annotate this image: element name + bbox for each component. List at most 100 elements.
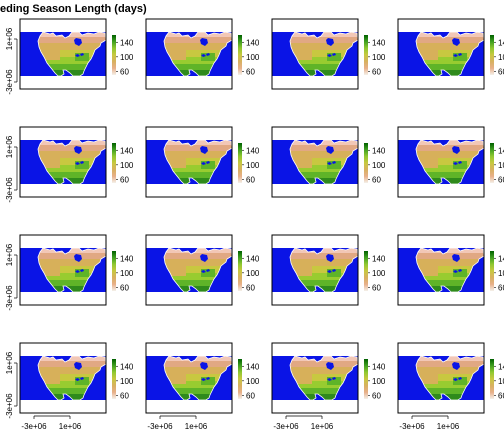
legend-colorbar (112, 359, 116, 399)
legend-tick-label: 100 (246, 377, 260, 386)
season-band (416, 140, 484, 145)
season-band (416, 259, 484, 266)
season-band (38, 32, 106, 37)
continent-raster (290, 140, 358, 184)
season-band (290, 32, 358, 37)
legend-tick-label: 60 (372, 391, 381, 400)
plot-frame (145, 234, 233, 306)
map-panel-6: 60 100 140 (145, 126, 260, 198)
map-panel-7: 60 100 140 (271, 126, 386, 198)
season-patch (416, 266, 438, 276)
plot-frame (397, 18, 485, 90)
season-band (38, 381, 106, 388)
legend-tick-label: 60 (372, 283, 381, 292)
great-lakes (453, 53, 462, 57)
season-band (290, 37, 358, 43)
season-band (38, 37, 106, 43)
season-patch (201, 53, 215, 61)
season-patch (75, 269, 89, 277)
legend-colorbar (490, 359, 494, 399)
legend-tick-label: 140 (246, 38, 260, 47)
season-band (416, 286, 484, 292)
hudson-bay (74, 362, 82, 370)
coastline (289, 31, 359, 77)
season-patch (38, 158, 60, 168)
season-band (164, 37, 232, 43)
great-lakes (201, 53, 210, 57)
season-patch (453, 53, 467, 61)
coastline (415, 31, 485, 77)
season-patch (453, 377, 467, 385)
coastline (163, 139, 233, 185)
coastline (163, 31, 233, 77)
plot-frame (145, 18, 233, 90)
coastline (37, 247, 107, 293)
legend-tick-label: 140 (246, 362, 260, 371)
season-band (164, 165, 232, 172)
plot-frame (271, 234, 359, 306)
legend-tick-label: 60 (246, 175, 255, 184)
coastline (415, 139, 485, 185)
plot-frame (145, 126, 233, 198)
season-band (290, 374, 358, 381)
season-band (416, 394, 484, 400)
coastline (415, 247, 485, 293)
season-band (416, 280, 484, 286)
x-tick-label: 1e+06 (185, 422, 208, 431)
season-band (290, 50, 358, 57)
legend-tick-label: 60 (498, 283, 504, 292)
great-lakes (201, 161, 210, 165)
continent-raster (164, 356, 232, 400)
hudson-bay (200, 38, 208, 46)
season-band (416, 165, 484, 172)
map-panel-1: -3e+06 1e+06 60 100 140 (5, 18, 134, 95)
season-band (416, 151, 484, 158)
season-patch (164, 266, 186, 276)
season-band (416, 70, 484, 76)
hudson-bay (326, 146, 334, 154)
y-tick-label: 1e+06 (5, 351, 14, 374)
season-band (164, 374, 232, 381)
season-band (416, 172, 484, 178)
season-band (290, 273, 358, 280)
season-band (38, 57, 106, 64)
legend-tick-label: 140 (372, 362, 386, 371)
season-band (290, 356, 358, 361)
plot-frame (397, 234, 485, 306)
legend-tick-label: 60 (372, 67, 381, 76)
season-band (290, 178, 358, 184)
season-patch (38, 374, 60, 384)
legend-tick-label: 60 (498, 391, 504, 400)
coastline (37, 355, 107, 401)
season-band (38, 286, 106, 292)
season-band (38, 361, 106, 367)
legend-colorbar (112, 35, 116, 75)
plot-frame (271, 342, 359, 414)
season-band (164, 286, 232, 292)
legend-colorbar (112, 251, 116, 291)
season-band (38, 43, 106, 50)
coastline (289, 355, 359, 401)
season-band (164, 140, 232, 145)
map-panel-8: 60 100 140 (397, 126, 504, 198)
legend-tick-label: 60 (120, 391, 129, 400)
season-band (164, 381, 232, 388)
continent-raster (164, 32, 232, 76)
season-band (416, 158, 484, 165)
plot-frame (271, 18, 359, 90)
great-lakes (75, 269, 84, 273)
legend-tick-label: 100 (372, 377, 386, 386)
legend-colorbar (112, 143, 116, 183)
continent-raster (290, 248, 358, 292)
plot-frame (19, 18, 107, 90)
legend-tick-label: 60 (498, 67, 504, 76)
legend-tick-label: 140 (372, 146, 386, 155)
great-lakes (327, 269, 336, 273)
season-band (416, 356, 484, 361)
map-panel-13: -3e+06 1e+06 -3e+06 1e+06 60 100 140 (5, 342, 134, 431)
season-band (416, 37, 484, 43)
map-panel-14: -3e+06 1e+06 60 100 140 (145, 342, 260, 431)
season-band (164, 356, 232, 361)
season-band (164, 50, 232, 57)
season-band (290, 280, 358, 286)
